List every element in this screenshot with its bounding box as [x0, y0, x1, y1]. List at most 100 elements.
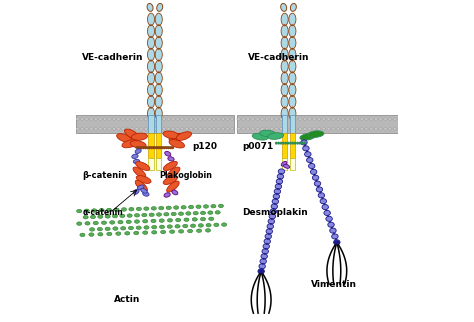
- Ellipse shape: [194, 128, 198, 130]
- Ellipse shape: [136, 175, 151, 184]
- Ellipse shape: [211, 204, 216, 208]
- Ellipse shape: [328, 222, 334, 227]
- Text: Actin: Actin: [114, 295, 141, 304]
- Ellipse shape: [150, 24, 152, 26]
- Ellipse shape: [147, 108, 155, 120]
- Ellipse shape: [314, 181, 321, 186]
- Text: VE-cadherin: VE-cadherin: [82, 53, 144, 62]
- Ellipse shape: [97, 227, 102, 231]
- Ellipse shape: [309, 163, 315, 168]
- Ellipse shape: [275, 198, 277, 200]
- Ellipse shape: [325, 209, 327, 211]
- Ellipse shape: [277, 174, 283, 179]
- Text: p0071: p0071: [242, 142, 273, 151]
- Ellipse shape: [167, 167, 180, 178]
- Ellipse shape: [135, 118, 138, 120]
- Ellipse shape: [277, 142, 280, 144]
- Ellipse shape: [312, 168, 313, 170]
- Ellipse shape: [317, 118, 321, 120]
- Ellipse shape: [155, 25, 162, 37]
- Ellipse shape: [196, 205, 201, 209]
- Ellipse shape: [150, 36, 152, 38]
- Ellipse shape: [263, 258, 264, 260]
- Ellipse shape: [294, 142, 296, 144]
- Ellipse shape: [90, 228, 95, 231]
- Ellipse shape: [114, 208, 119, 212]
- Ellipse shape: [168, 157, 174, 161]
- Ellipse shape: [149, 213, 154, 217]
- Ellipse shape: [112, 214, 118, 218]
- Ellipse shape: [360, 128, 364, 130]
- Ellipse shape: [266, 243, 267, 245]
- Ellipse shape: [262, 263, 264, 265]
- Ellipse shape: [158, 95, 160, 97]
- Ellipse shape: [150, 107, 152, 109]
- Ellipse shape: [169, 133, 184, 141]
- Ellipse shape: [383, 128, 387, 130]
- Ellipse shape: [171, 128, 175, 130]
- Ellipse shape: [274, 203, 276, 205]
- Ellipse shape: [301, 142, 303, 144]
- Ellipse shape: [150, 95, 152, 97]
- Ellipse shape: [265, 118, 269, 120]
- Ellipse shape: [189, 205, 194, 209]
- Ellipse shape: [184, 218, 189, 222]
- Ellipse shape: [330, 228, 336, 233]
- Ellipse shape: [120, 214, 125, 218]
- Ellipse shape: [181, 118, 184, 120]
- Ellipse shape: [284, 36, 285, 38]
- Ellipse shape: [121, 118, 125, 120]
- Ellipse shape: [167, 219, 173, 222]
- Ellipse shape: [323, 203, 325, 205]
- Ellipse shape: [360, 118, 364, 120]
- Ellipse shape: [155, 108, 162, 120]
- Ellipse shape: [284, 142, 287, 144]
- Ellipse shape: [188, 229, 192, 233]
- Ellipse shape: [215, 211, 220, 214]
- Ellipse shape: [307, 157, 313, 163]
- Bar: [282, 157, 287, 170]
- Ellipse shape: [163, 176, 178, 185]
- Ellipse shape: [299, 142, 301, 144]
- Ellipse shape: [278, 183, 280, 185]
- Ellipse shape: [147, 25, 155, 37]
- Ellipse shape: [310, 162, 311, 164]
- Ellipse shape: [89, 233, 94, 236]
- Ellipse shape: [133, 167, 146, 178]
- Ellipse shape: [144, 226, 149, 229]
- Ellipse shape: [341, 128, 345, 130]
- Ellipse shape: [155, 49, 162, 61]
- Ellipse shape: [83, 215, 88, 219]
- Ellipse shape: [156, 146, 159, 149]
- Ellipse shape: [147, 4, 153, 11]
- Ellipse shape: [179, 230, 184, 233]
- Ellipse shape: [139, 118, 143, 120]
- Ellipse shape: [260, 259, 266, 264]
- Ellipse shape: [322, 204, 328, 210]
- Ellipse shape: [129, 207, 134, 211]
- Ellipse shape: [300, 133, 316, 140]
- Bar: [76, 115, 234, 133]
- Ellipse shape: [289, 108, 296, 120]
- Ellipse shape: [126, 118, 129, 120]
- Ellipse shape: [306, 150, 308, 152]
- Text: Desmoplakin: Desmoplakin: [242, 208, 308, 217]
- Ellipse shape: [266, 229, 273, 234]
- Ellipse shape: [156, 213, 162, 216]
- Ellipse shape: [292, 48, 293, 50]
- Ellipse shape: [388, 118, 392, 120]
- Ellipse shape: [267, 238, 269, 240]
- Ellipse shape: [280, 142, 283, 144]
- Ellipse shape: [273, 194, 280, 199]
- Ellipse shape: [155, 146, 157, 149]
- Ellipse shape: [167, 146, 170, 149]
- Ellipse shape: [186, 212, 191, 215]
- Ellipse shape: [365, 118, 368, 120]
- Ellipse shape: [272, 213, 273, 215]
- Text: p120: p120: [192, 142, 217, 151]
- Ellipse shape: [147, 72, 155, 84]
- Ellipse shape: [155, 37, 162, 49]
- Ellipse shape: [281, 84, 288, 96]
- Ellipse shape: [284, 83, 285, 85]
- Ellipse shape: [281, 49, 288, 61]
